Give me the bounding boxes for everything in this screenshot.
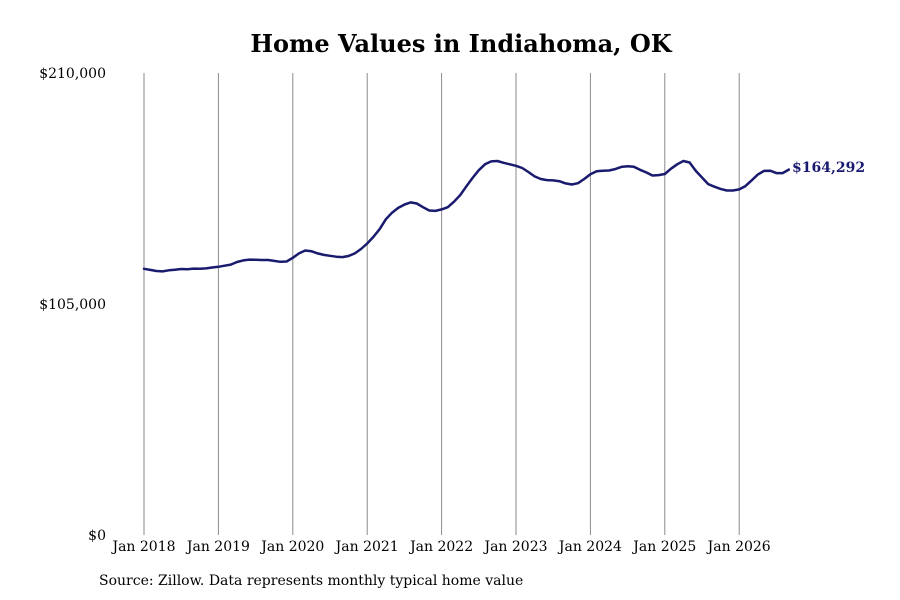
x-tick-label: Jan 2021 <box>334 539 399 555</box>
x-axis-labels: Jan 2018 Jan 2019 Jan 2020 Jan 2021 Jan 2022… <box>110 539 770 555</box>
x-tick-label: Jan 2024 <box>557 539 622 555</box>
y-tick-label: $0 <box>88 528 106 544</box>
x-tick-label: Jan 2018 <box>110 539 175 555</box>
gridlines <box>143 73 740 535</box>
y-tick-label: $105,000 <box>39 297 106 313</box>
source-note: Source: Zillow. Data represents monthly … <box>99 573 524 589</box>
chart-title: Home Values in Indiahoma, OK <box>250 29 672 58</box>
y-axis-labels: $210,000 $105,000 $0 <box>39 66 106 544</box>
x-tick-label: Jan 2019 <box>185 539 250 555</box>
series-line <box>142 159 791 273</box>
x-tick-label: Jan 2023 <box>482 539 547 555</box>
end-value-label: $164,292 <box>792 160 865 176</box>
x-tick-label: Jan 2020 <box>259 539 324 555</box>
x-tick-label: Jan 2025 <box>631 539 696 555</box>
x-tick-label: Jan 2026 <box>706 539 771 555</box>
x-tick-label: Jan 2022 <box>408 539 473 555</box>
y-tick-label: $210,000 <box>39 66 106 82</box>
